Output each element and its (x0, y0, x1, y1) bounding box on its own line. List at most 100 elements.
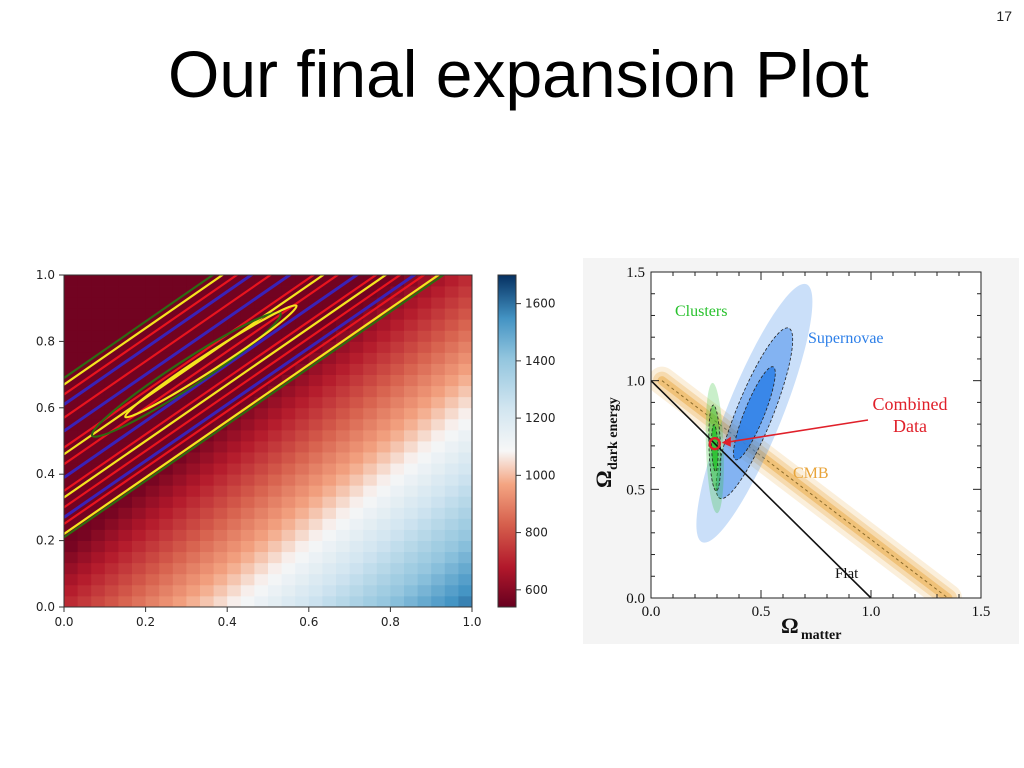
heatmap-cell (186, 407, 201, 420)
heatmap-cell (186, 341, 201, 353)
heatmap-cell (404, 529, 418, 541)
heatmap-cell (213, 374, 228, 387)
heatmap-cell (91, 573, 106, 586)
heatmap-cell (254, 441, 269, 453)
heatmap-cell (213, 540, 228, 553)
heatmap-cell (145, 297, 160, 309)
colorbar-tick-label: 1600 (525, 297, 556, 311)
heatmap-cell (431, 352, 446, 364)
heatmap-cell (431, 474, 446, 486)
heatmap-cell (431, 529, 446, 541)
heatmap-cell (458, 562, 473, 575)
heatmap-cell (268, 518, 282, 530)
heatmap-cell (431, 496, 446, 508)
heatmap-cell (240, 429, 255, 442)
heatmap-cell (390, 595, 405, 608)
heatmap-cell (77, 452, 92, 464)
heatmap-cell (64, 540, 78, 553)
heatmap-cell (458, 573, 473, 586)
heatmap-cell (91, 452, 106, 464)
heatmap-cell (404, 584, 418, 597)
heatmap-cell (254, 518, 269, 530)
heatmap-cell (104, 418, 119, 431)
heatmap-cell (172, 562, 187, 575)
heatmap-cell (118, 385, 133, 398)
heatmap-cell (145, 330, 160, 342)
heatmap-cell (404, 352, 418, 364)
heatmap-cell (444, 418, 459, 431)
heatmap-cell (268, 363, 282, 375)
heatmap-cell (458, 518, 473, 530)
heatmap-cell (64, 385, 78, 398)
heatmap-cell (431, 518, 446, 530)
heatmap-cell (336, 562, 350, 575)
heatmap-cell (458, 429, 473, 442)
heatmap-cell (186, 507, 201, 519)
heatmap-cell (145, 507, 160, 519)
heatmap-cell (390, 407, 405, 420)
heatmap-cell (240, 352, 255, 364)
heatmap-cell (186, 286, 201, 298)
heatmap-cell (281, 529, 296, 541)
heatmap-cell (104, 584, 119, 597)
heatmap-cell (132, 275, 146, 287)
heatmap-cell (77, 319, 92, 331)
heatmap-cell (64, 452, 78, 464)
heatmap-cell (132, 452, 146, 464)
heatmap-cell (336, 297, 350, 309)
heatmap-cell (268, 407, 282, 420)
heatmap-cell (458, 330, 473, 342)
heatmap-cell (240, 529, 255, 541)
heatmap-cell (104, 441, 119, 453)
heatmap-cell (390, 452, 405, 464)
y-tick-label: 1.0 (36, 268, 55, 282)
heatmap-cell (281, 573, 296, 586)
heatmap-cell (213, 441, 228, 453)
heatmap-cell (186, 584, 201, 597)
heatmap-cell (349, 540, 364, 553)
heatmap-cell (404, 507, 418, 519)
heatmap-cell (227, 474, 242, 486)
heatmap-cell (104, 540, 119, 553)
heatmap-cell (336, 407, 350, 420)
heatmap-cell (417, 485, 432, 497)
contour-line-green (64, 275, 446, 539)
heatmap-cell (145, 319, 160, 331)
heatmap-cell (295, 485, 310, 497)
heatmap-cell (458, 286, 473, 298)
heatmap-cell (444, 551, 459, 564)
heatmap-cell (91, 496, 106, 508)
heatmap-cell (322, 297, 337, 309)
heatmap-cell (444, 452, 459, 464)
heatmap-cell (200, 275, 214, 287)
heatmap-cell (77, 297, 92, 309)
heatmap-cell (254, 507, 269, 519)
heatmap-cell (390, 540, 405, 553)
heatmap-cell (64, 463, 78, 475)
heatmap-cell (308, 319, 323, 331)
omega-x-tick-label: 1.5 (972, 604, 991, 620)
heatmap-cell (227, 363, 242, 375)
heatmap-cell (458, 529, 473, 541)
heatmap-cell (404, 286, 418, 298)
heatmap-cell (118, 374, 133, 387)
heatmap-cell (295, 595, 310, 608)
heatmap-cell (159, 496, 174, 508)
heatmap-cell (376, 352, 391, 364)
heatmap-cell (417, 540, 432, 553)
heatmap-cell (417, 297, 432, 309)
heatmap-cell (295, 518, 310, 530)
heatmap-cell (349, 584, 364, 597)
heatmap-cell (213, 330, 228, 342)
heatmap-cell (227, 385, 242, 398)
heatmap-cell (200, 396, 214, 409)
heatmap-cell (417, 463, 432, 475)
heatmap-cell (227, 396, 242, 409)
heatmap-cell (417, 507, 432, 519)
contour-line-yellow (64, 275, 225, 386)
heatmap-cell (458, 485, 473, 497)
heatmap-cell (404, 496, 418, 508)
heatmap-cell (172, 518, 187, 530)
heatmap-cell (349, 529, 364, 541)
